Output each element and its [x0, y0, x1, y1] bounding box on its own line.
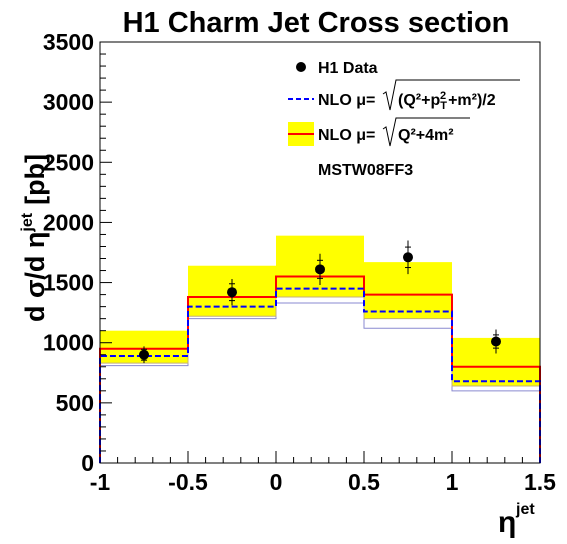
x-tick-label: -0.5 [168, 469, 208, 495]
chart-title: H1 Charm Jet Cross section [123, 7, 510, 39]
y-axis-label-unit: [pb] [20, 154, 50, 205]
data-point-2 [315, 264, 325, 275]
x-axis-label-main: η [498, 506, 516, 539]
data-point-1 [227, 287, 237, 298]
x-tick-label: 1.5 [524, 469, 556, 495]
legend-label-h1-data: H1 Data [318, 60, 378, 77]
nlo-1-histogram [99, 287, 541, 463]
data-point-0 [139, 349, 149, 360]
x-tick-label: 1 [446, 469, 459, 495]
x-tick-label: 0 [270, 469, 283, 495]
y-tick-label: 1000 [43, 330, 94, 356]
legend-formula-1: (Q²+pT2 +m²)/2 [398, 90, 496, 112]
plot-frame [99, 41, 541, 464]
y-tick-label: 2000 [43, 209, 94, 235]
data-point-3 [403, 252, 413, 263]
y-tick-label: 0 [81, 450, 94, 476]
legend: H1 Data NLO μ= (Q²+pT2 +m²)/2 NLO μ= Q²+4… [288, 60, 520, 179]
y-axis-label-main: d σ/d η [20, 232, 50, 322]
y-axis-label: d σ/d ηjet [pb] [19, 154, 50, 322]
x-tick-label: -1 [90, 469, 111, 495]
data-point-4 [491, 336, 501, 347]
y-axis-label-sup: jet [19, 212, 36, 232]
x-axis-label: η jet [498, 501, 535, 539]
nlo-2-lower-envelope [99, 296, 541, 463]
y-axis: 0 500 1000 1500 2000 2500 3000 3500 [43, 29, 112, 476]
y-tick-label: 3000 [43, 89, 94, 115]
legend-label-nlo-1: NLO μ= [318, 92, 375, 109]
y-tick-label: 3500 [43, 29, 94, 55]
nlo-1-lower-envelope [99, 302, 541, 463]
sqrt-sign-2 [382, 117, 470, 147]
y-tick-label: 1500 [43, 270, 94, 296]
x-axis-label-sup: jet [515, 501, 535, 518]
legend-marker-h1-data [296, 62, 306, 72]
y-tick-label: 500 [56, 390, 94, 416]
legend-label-nlo-2: NLO μ= [318, 127, 375, 144]
x-axis: -1 -0.5 0 0.5 1 1.5 [90, 451, 556, 495]
legend-formula-2: Q²+4m² [398, 127, 454, 144]
svg-text:d σ/d ηjet[pb]: d σ/d ηjet [pb] [19, 154, 50, 322]
pdf-set-label: MSTW08FF3 [318, 162, 413, 179]
x-tick-label: 0.5 [348, 469, 380, 495]
h1-data-points [139, 240, 501, 364]
y-tick-label: 2500 [43, 149, 94, 175]
sqrt-sign-1 [382, 79, 520, 111]
